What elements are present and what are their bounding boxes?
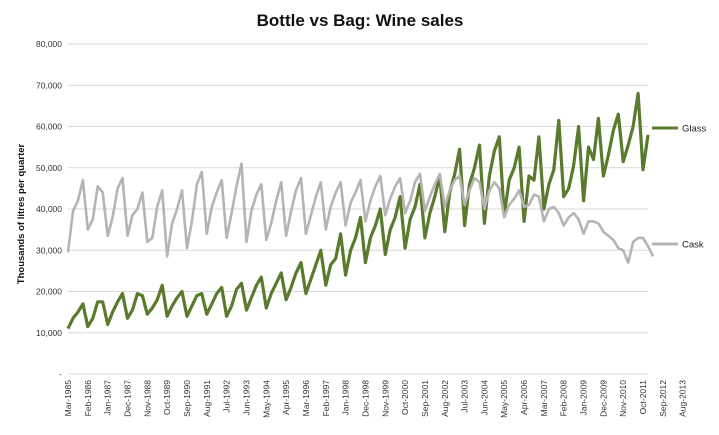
x-tick-label: Jul-1992 <box>222 380 232 413</box>
x-tick-label: Mar-2007 <box>539 380 549 417</box>
y-tick-label: - <box>59 369 62 379</box>
y-tick-label: 80,000 <box>36 39 62 49</box>
x-tick-label: Feb-1997 <box>321 380 331 417</box>
series-line-glass <box>66 91 650 330</box>
series-line-cask <box>66 162 655 264</box>
x-tick-label: Oct-2011 <box>638 380 648 415</box>
y-axis-ticks: - 10,000 20,000 30,000 40,000 50,000 60,000 70,… <box>36 39 62 379</box>
x-tick-label: Jun-2004 <box>479 380 489 416</box>
x-tick-label: Sep-2012 <box>658 380 668 417</box>
legend-label: Cask <box>682 240 704 251</box>
x-tick-label: Mar-1996 <box>301 380 311 417</box>
x-tick-label: May-1994 <box>261 380 271 418</box>
x-tick-label: Dec-2009 <box>598 380 608 417</box>
legend-label: Glass <box>682 124 707 135</box>
x-tick-label: Aug-1991 <box>202 380 212 417</box>
y-tick-label: 30,000 <box>36 245 62 255</box>
y-tick-label: 10,000 <box>36 328 62 338</box>
x-tick-label: Dec-1987 <box>122 380 132 417</box>
x-tick-label: Jun-1993 <box>241 380 251 416</box>
x-tick-label: Aug-2002 <box>440 380 450 417</box>
gridlines <box>68 43 648 375</box>
x-tick-label: Feb-2008 <box>559 380 569 417</box>
x-tick-label: Apr-2006 <box>519 380 529 415</box>
legend-item-cask: Cask <box>652 240 704 251</box>
y-tick-label: 70,000 <box>36 80 62 90</box>
x-tick-label: Jan-1998 <box>341 380 351 416</box>
y-tick-label: 50,000 <box>36 163 62 173</box>
x-tick-label: Oct-2000 <box>400 380 410 415</box>
legend-item-glass: Glass <box>652 124 707 135</box>
x-tick-label: Aug-2013 <box>678 380 688 417</box>
chart-title: Bottle vs Bag: Wine sales <box>257 11 464 30</box>
x-axis-ticks: Mar-1985 Feb-1986 Jan-1987 Dec-1987 Nov-1988… <box>63 380 688 418</box>
x-tick-label: Sep-1990 <box>182 380 192 417</box>
x-tick-label: Jul-2003 <box>460 380 470 413</box>
series-lines <box>66 91 655 330</box>
x-tick-label: Nov-1988 <box>142 380 152 417</box>
x-tick-label: May-2005 <box>499 380 509 418</box>
x-tick-label: Nov-2010 <box>618 380 628 417</box>
x-tick-label: Feb-1986 <box>83 380 93 417</box>
x-tick-label: Oct-1989 <box>162 380 172 415</box>
x-tick-label: Dec-1998 <box>360 380 370 417</box>
x-tick-label: Jan-2009 <box>579 380 589 416</box>
y-tick-label: 60,000 <box>36 122 62 132</box>
legend: Glass Cask <box>652 124 707 251</box>
y-tick-label: 40,000 <box>36 204 62 214</box>
x-tick-label: Sep-2001 <box>420 380 430 417</box>
y-axis-label: Thousands of litres per quarter <box>16 143 27 284</box>
x-tick-label: Apr-1995 <box>281 380 291 415</box>
x-tick-label: Jan-1987 <box>103 380 113 416</box>
y-tick-label: 20,000 <box>36 287 62 297</box>
x-tick-label: Nov-1999 <box>380 380 390 417</box>
x-tick-label: Mar-1985 <box>63 380 73 417</box>
